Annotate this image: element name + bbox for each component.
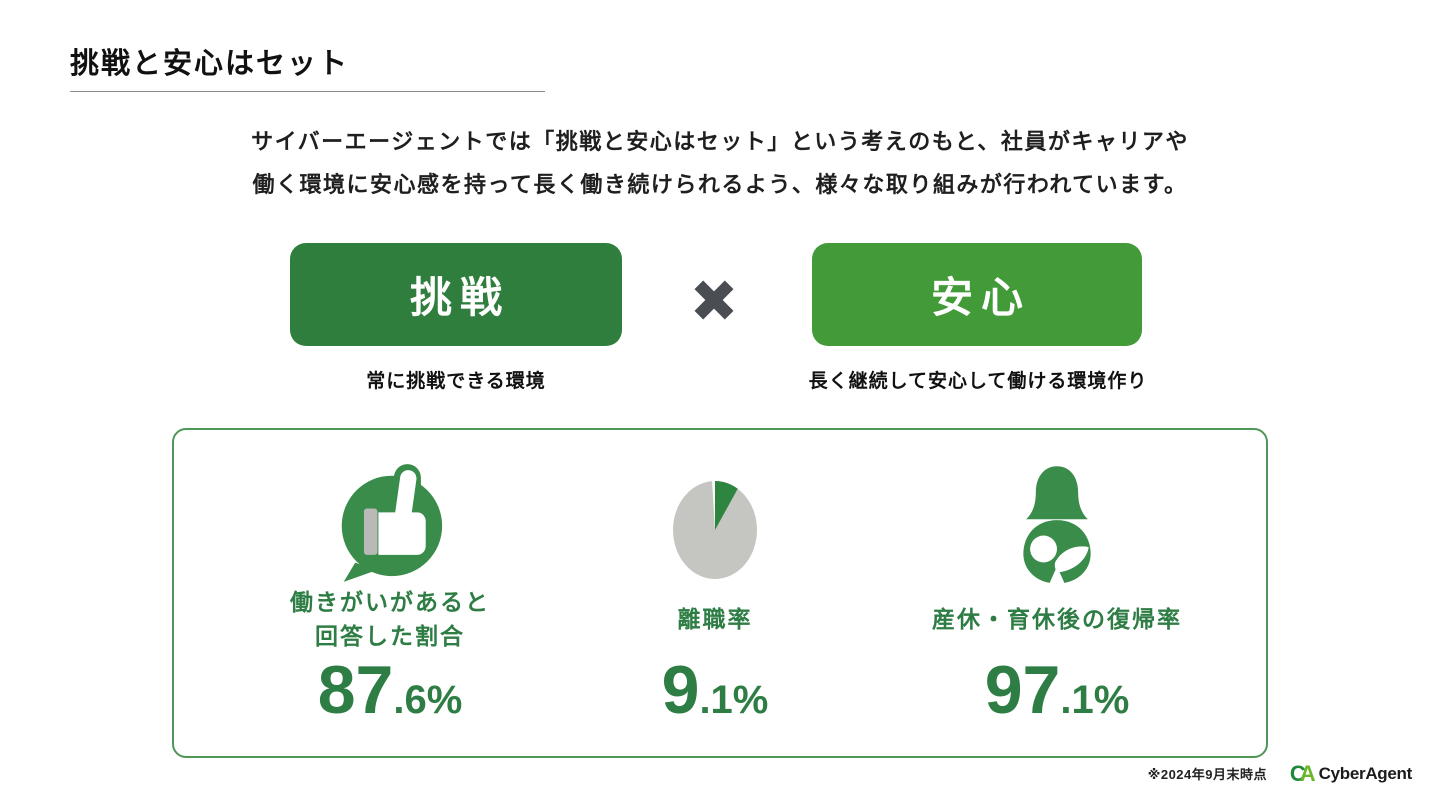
stat-value: 87.6%: [317, 652, 463, 728]
intro-text: サイバーエージェントでは「挑戦と安心はセット」という考えのもと、社員がキャリアや…: [0, 120, 1440, 206]
intro-line-2: 働く環境に安心感を持って長く働き続けられるよう、様々な取り組みが行われています。: [252, 172, 1188, 197]
safety-pill-label: 安心: [930, 274, 1031, 321]
stat-turnover-rate: 離職率 9.1%: [545, 458, 885, 724]
page-title: 挑戦と安心はセット: [70, 48, 350, 80]
safety-caption: 長く継続して安心して働ける環境作り: [808, 371, 1148, 392]
footnote-date: ※2024年9月末時点: [1147, 767, 1267, 782]
stat-job-satisfaction: 働きがいがあると 回答した割合 87.6%: [220, 458, 560, 724]
title-underline: [70, 91, 545, 92]
cyberagent-logo-text: CyberAgent: [1318, 764, 1413, 783]
stat-label: 働きがいがあると 回答した割合: [290, 589, 490, 649]
challenge-caption: 常に挑戦できる環境: [366, 371, 546, 392]
stat-label: 産休・育休後の復帰率: [932, 606, 1182, 632]
pie-chart-icon: [669, 458, 761, 584]
stat-label: 離職率: [677, 606, 753, 632]
challenge-pill: 挑戦: [290, 243, 622, 346]
stat-value: 9.1%: [661, 652, 769, 728]
stat-value: 97.1%: [984, 652, 1130, 728]
safety-pill: 安心: [812, 243, 1142, 346]
cyberagent-logo-mark-icon: CA: [1289, 761, 1316, 786]
thumbs-up-speech-bubble-icon: [334, 458, 446, 584]
cyberagent-logo: CA CyberAgent: [1290, 763, 1412, 785]
challenge-pill-label: 挑戦: [409, 274, 510, 321]
mother-baby-icon: [1007, 458, 1107, 584]
multiply-icon: [694, 280, 734, 320]
stats-panel: 働きがいがあると 回答した割合 87.6% 離職率 9.1%: [172, 428, 1268, 758]
stat-return-rate: 産休・育休後の復帰率 97.1%: [887, 458, 1227, 724]
intro-line-1: サイバーエージェントでは「挑戦と安心はセット」という考えのもと、社員がキャリアや: [251, 129, 1189, 154]
